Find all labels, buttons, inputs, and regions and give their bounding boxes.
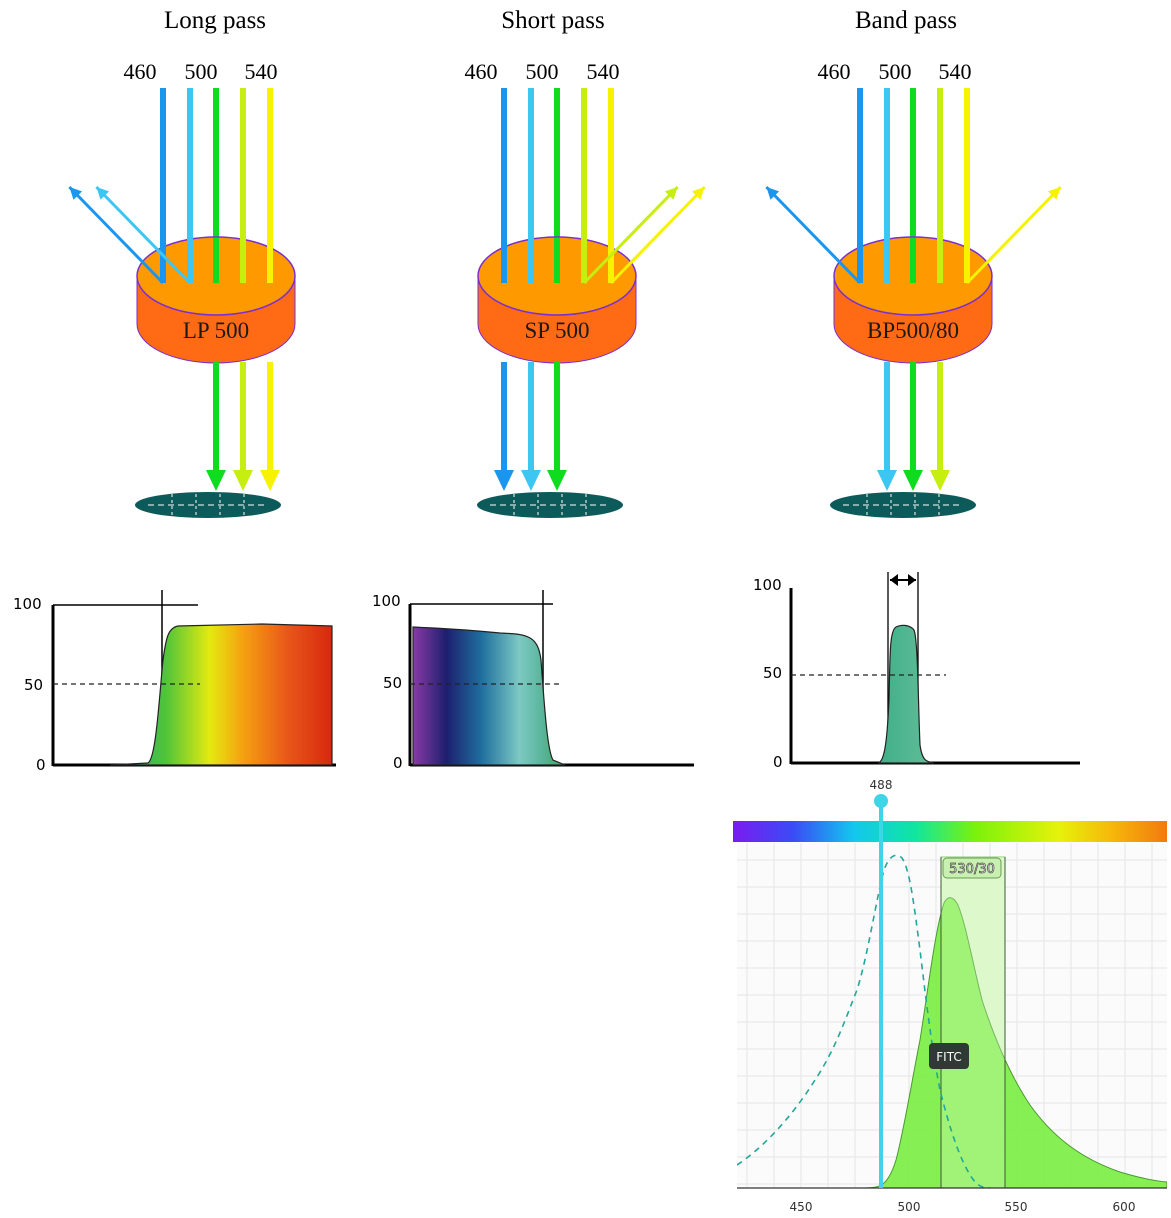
- filter-panel-long-pass: Long pass 460 500 540 LP 500: [68, 7, 296, 518]
- fitc-spectrum-chart: 488 530/30 FITC 450 500 550 600: [733, 778, 1167, 1214]
- laser-label: 488: [870, 778, 893, 792]
- transmitted-arrowhead-green-500: [547, 470, 567, 491]
- y-tick-0: 0: [393, 754, 403, 772]
- y-tick-100: 100: [13, 595, 42, 613]
- wavelength-label-540: 540: [245, 59, 278, 84]
- transmission-curve: [412, 626, 566, 766]
- transmitted-arrowhead-cyan-480: [521, 470, 541, 491]
- fluorochrome-label: FITC: [936, 1050, 961, 1064]
- reflected-arrowhead-yellow-540: [1047, 187, 1061, 200]
- transmitted-arrowhead-yellow-540: [260, 470, 280, 491]
- reflected-beam-lime-520: [582, 185, 679, 285]
- detector-icon: [135, 492, 281, 518]
- arrow-head-left: [890, 574, 898, 586]
- filter-label: BP500/80: [867, 318, 959, 343]
- reflected-arrowhead-yellow-540: [691, 187, 705, 200]
- panel-title: Long pass: [164, 7, 266, 34]
- y-tick-100: 100: [372, 592, 401, 610]
- reflected-arrowhead-blue-460: [69, 187, 83, 200]
- reflected-arrowhead-lime-520: [664, 187, 678, 200]
- y-tick-0: 0: [773, 753, 783, 771]
- wavelength-label-500: 500: [879, 59, 912, 84]
- filter-label: SP 500: [525, 318, 590, 343]
- transmitted-arrowhead-cyan-480: [877, 470, 897, 491]
- transmission-curve: [109, 623, 333, 766]
- transmitted-arrowhead-lime-520: [930, 470, 950, 491]
- wavelength-label-500: 500: [185, 59, 218, 84]
- panel-title: Band pass: [855, 7, 957, 34]
- filter-badge-label: 530/30: [949, 862, 995, 877]
- y-tick-100: 100: [753, 576, 782, 594]
- y-tick-0: 0: [36, 756, 46, 774]
- detector-icon: [830, 492, 976, 518]
- emission-spectrum: [863, 897, 1167, 1188]
- arrow-head-right: [908, 574, 916, 586]
- wavelength-label-500: 500: [526, 59, 559, 84]
- fluorochrome-tag: [929, 1043, 969, 1069]
- detector-icon: [477, 492, 623, 518]
- panel-title: Short pass: [501, 7, 604, 34]
- wavelength-label-460: 460: [818, 59, 851, 84]
- color-spectrum-bar: [733, 821, 1167, 842]
- wavelength-label-540: 540: [587, 59, 620, 84]
- x-tick-550: 550: [1005, 1200, 1028, 1214]
- transmitted-arrowhead-lime-520: [233, 470, 253, 491]
- laser-marker: [874, 794, 888, 808]
- transmitted-arrowhead-green-500: [206, 470, 226, 491]
- x-tick-500: 500: [898, 1200, 921, 1214]
- excitation-spectrum: [737, 854, 991, 1188]
- reflected-beam-blue-460: [68, 185, 165, 285]
- y-tick-50: 50: [24, 676, 43, 694]
- wavelength-label-460: 460: [124, 59, 157, 84]
- x-tick-450: 450: [790, 1200, 813, 1214]
- x-tick-600: 600: [1113, 1200, 1136, 1214]
- reflected-beam-yellow-540: [965, 185, 1062, 285]
- reflected-beam-cyan-480: [95, 185, 192, 285]
- reflected-beam-yellow-540: [609, 185, 706, 285]
- transmitted-arrowhead-blue-460: [494, 470, 514, 491]
- filter-badge: [942, 857, 1002, 879]
- reflected-arrowhead-blue-460: [766, 187, 780, 200]
- long-pass-transmission-plot: 100 50 0: [13, 590, 336, 774]
- short-pass-transmission-plot: 100 50 0: [372, 590, 694, 772]
- y-tick-50: 50: [383, 674, 402, 692]
- transmission-curve: [877, 624, 935, 764]
- y-tick-50: 50: [763, 664, 782, 682]
- transmitted-arrowhead-green-500: [903, 470, 923, 491]
- wavelength-label-460: 460: [465, 59, 498, 84]
- wavelength-label-540: 540: [939, 59, 972, 84]
- reflected-arrowhead-cyan-480: [96, 187, 110, 200]
- band-pass-transmission-plot: 100 50 0: [753, 572, 1080, 771]
- filter-label: LP 500: [183, 318, 249, 343]
- filter-band-overlay: [941, 857, 1005, 1188]
- reflected-beam-blue-460: [765, 185, 862, 285]
